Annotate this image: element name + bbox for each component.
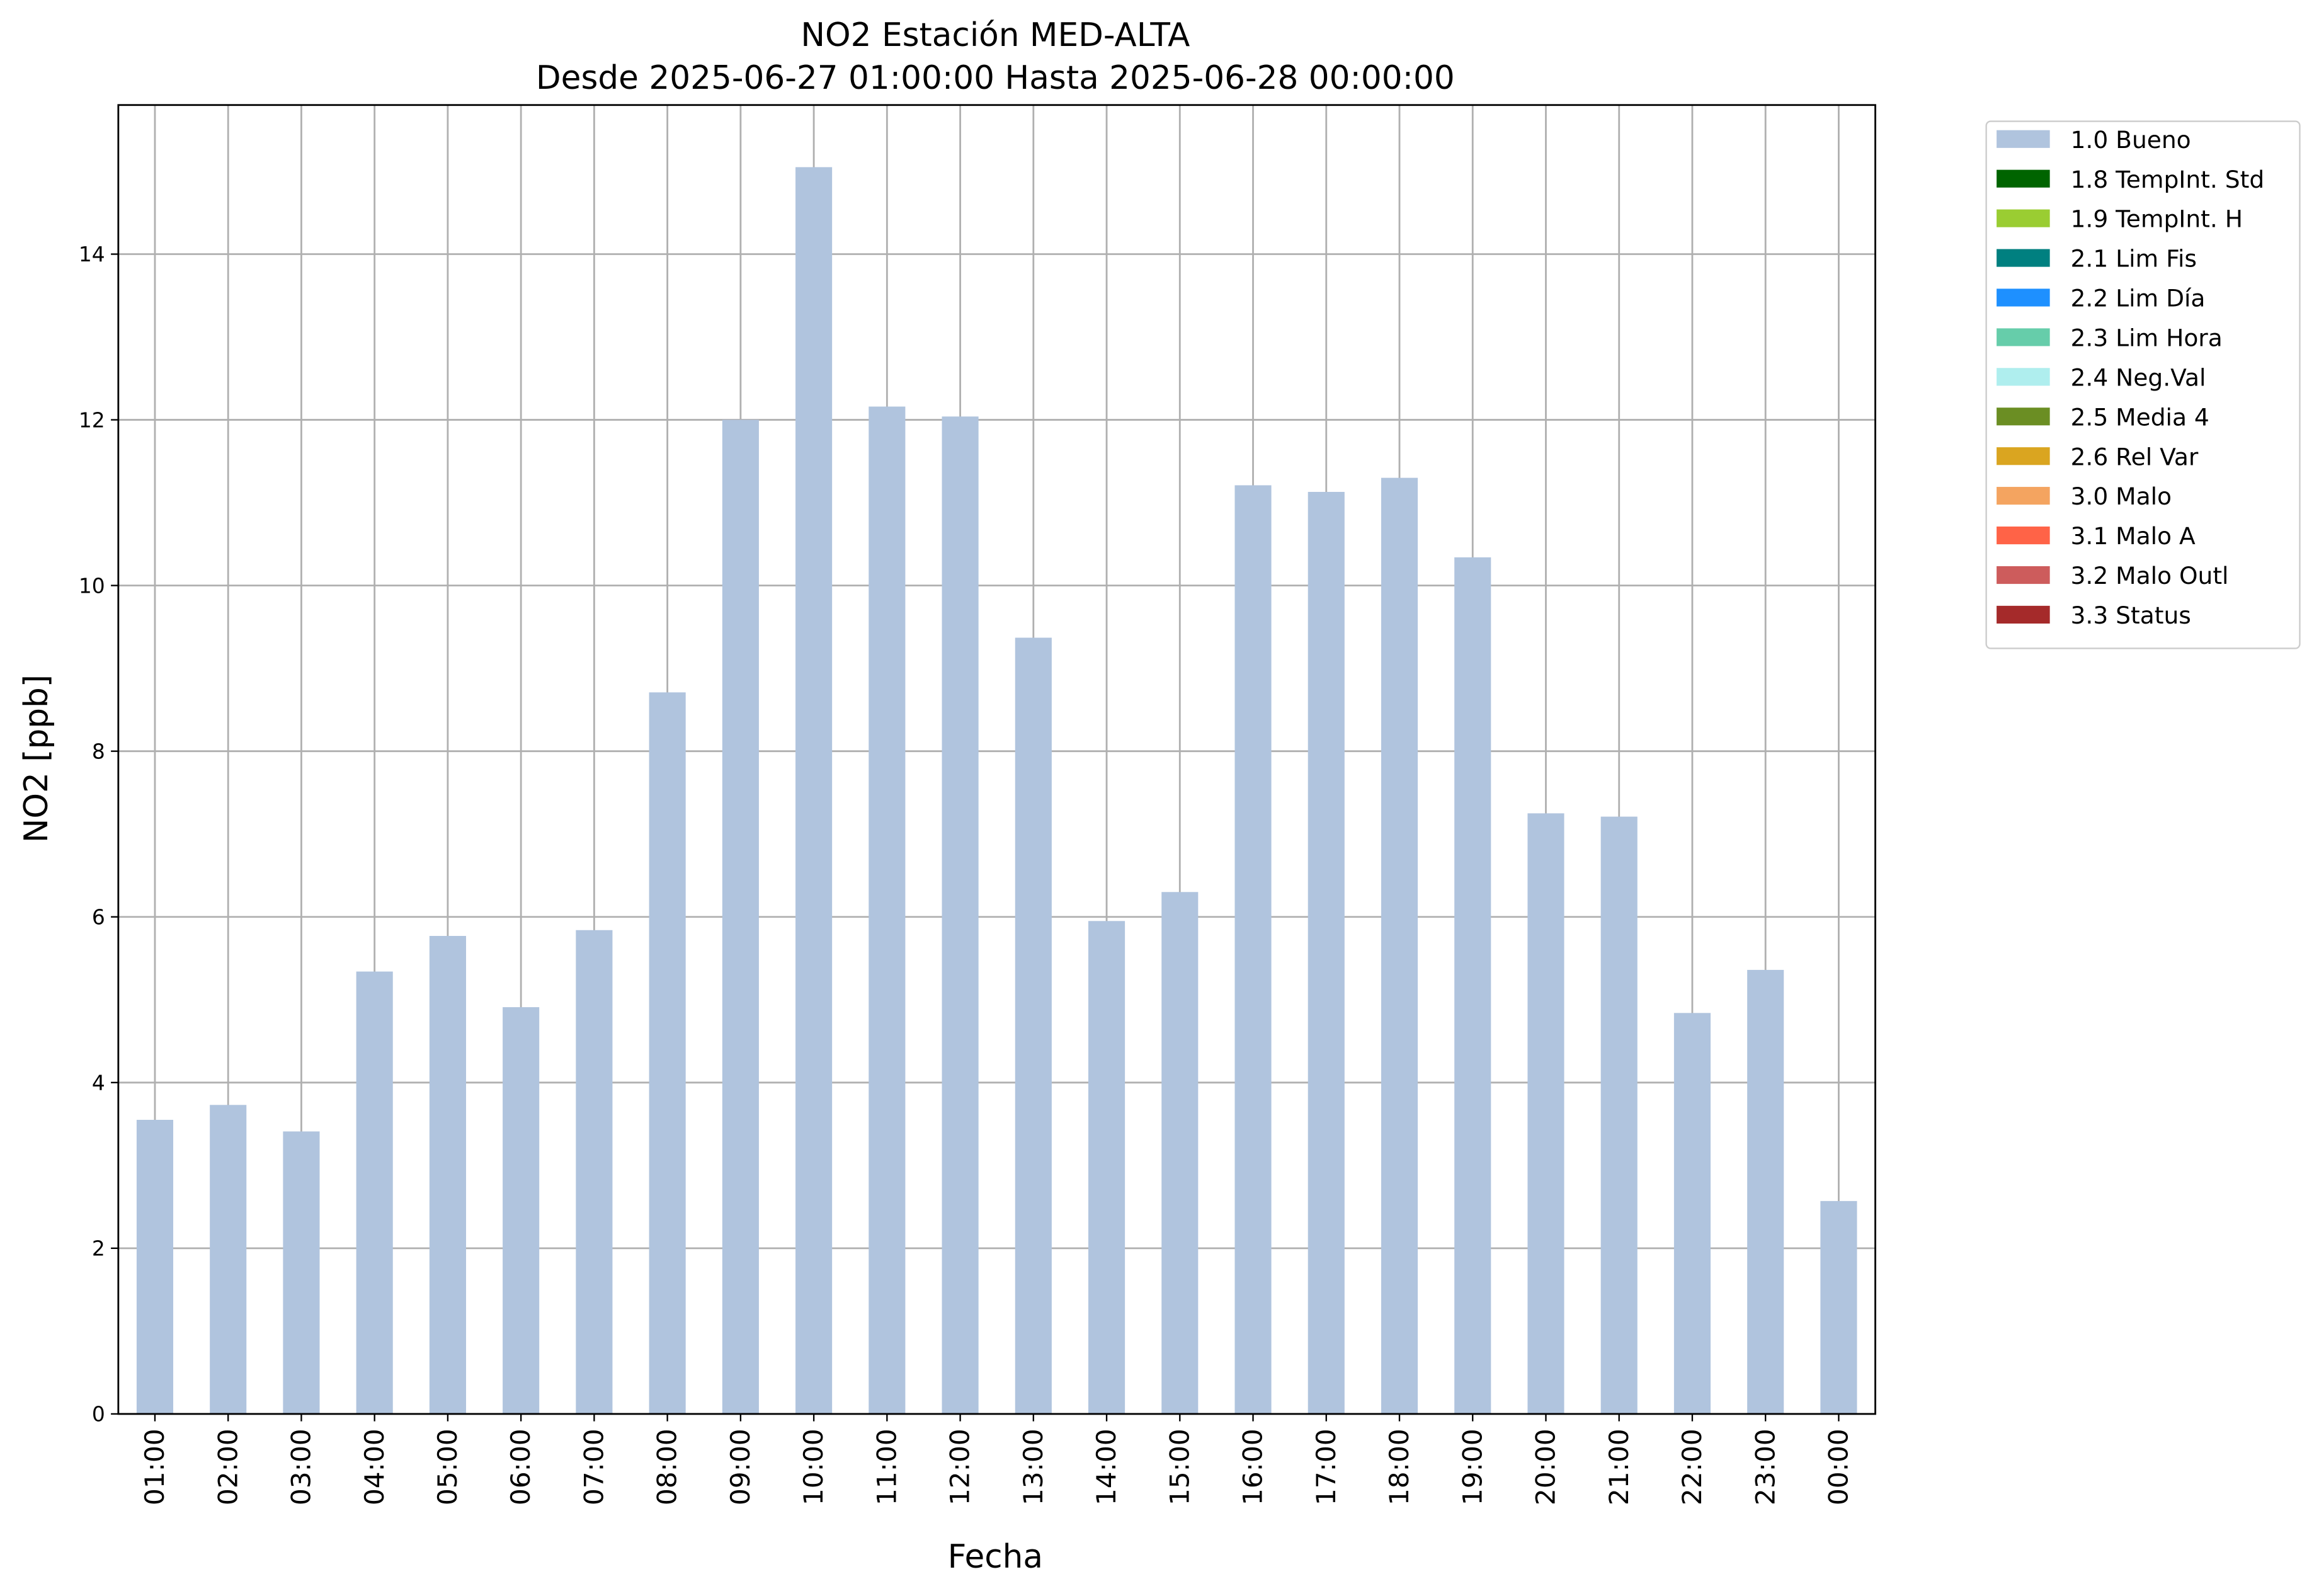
legend-swatch [1997, 526, 2050, 545]
legend-swatch [1997, 368, 2050, 386]
legend-label: 1.9 TempInt. H [2071, 205, 2243, 233]
legend-label: 2.2 Lim Día [2071, 285, 2206, 312]
legend-swatch [1997, 566, 2050, 584]
legend-swatch [1997, 288, 2050, 307]
x-tick-label: 15:00 [1164, 1428, 1195, 1505]
legend-label: 3.2 Malo Outl [2071, 562, 2229, 590]
bar [1161, 892, 1199, 1414]
legend-label: 2.1 Lim Fis [2071, 245, 2197, 273]
legend-swatch [1997, 169, 2050, 188]
bar [1747, 969, 1784, 1414]
bar [356, 971, 393, 1414]
bar [795, 167, 833, 1414]
bar [942, 416, 979, 1414]
x-tick-label: 13:00 [1018, 1428, 1049, 1505]
bar [1015, 637, 1052, 1414]
y-axis-label: NO2 [ppb] [18, 675, 55, 843]
legend-swatch [1997, 249, 2050, 267]
bar [1234, 485, 1272, 1414]
x-tick-label: 14:00 [1091, 1428, 1122, 1505]
legend-label: 3.1 Malo A [2071, 522, 2196, 550]
legend-swatch [1997, 130, 2050, 148]
y-tick-label: 0 [92, 1402, 105, 1427]
legend-label: 2.5 Media 4 [2071, 403, 2209, 431]
legend-box [1985, 120, 2301, 649]
legend-label: 2.3 Lim Hora [2071, 324, 2223, 352]
bar [1308, 491, 1345, 1414]
bar [283, 1131, 320, 1414]
bar [1600, 816, 1638, 1414]
x-tick-label: 00:00 [1823, 1428, 1854, 1505]
bar [503, 1007, 540, 1414]
x-tick-label: 05:00 [432, 1428, 463, 1505]
x-tick-label: 02:00 [212, 1428, 243, 1505]
x-tick-label: 21:00 [1604, 1428, 1634, 1505]
y-tick-label: 14 [79, 242, 105, 266]
x-axis-label: Fecha [948, 1538, 1043, 1576]
bar [136, 1119, 174, 1414]
bar [210, 1105, 247, 1414]
x-tick-label: 06:00 [505, 1428, 536, 1505]
legend-swatch [1997, 408, 2050, 426]
bar [1381, 477, 1418, 1414]
bar [1673, 1013, 1711, 1414]
bar [1454, 557, 1491, 1414]
bar [1527, 813, 1564, 1414]
legend-swatch [1997, 605, 2050, 624]
bar [576, 930, 613, 1414]
plot-frame [117, 104, 1876, 1415]
legend-label: 3.3 Status [2071, 601, 2191, 629]
bar [1088, 921, 1125, 1414]
bar [722, 419, 759, 1414]
y-tick-label: 10 [79, 573, 105, 598]
x-tick-label: 03:00 [286, 1428, 317, 1505]
bar [429, 935, 466, 1414]
x-tick-label: 09:00 [725, 1428, 756, 1505]
legend-label: 3.0 Malo [2071, 482, 2172, 510]
chart-subtitle: Desde 2025-06-27 01:00:00 Hasta 2025-06-… [536, 59, 1455, 97]
x-tick-label: 19:00 [1457, 1428, 1488, 1505]
legend-label: 1.0 Bueno [2071, 126, 2191, 154]
x-tick-label: 01:00 [139, 1428, 170, 1505]
bar [869, 406, 906, 1414]
bar [649, 692, 686, 1414]
legend-swatch [1997, 328, 2050, 346]
x-tick-label: 08:00 [652, 1428, 683, 1505]
legend-swatch [1997, 447, 2050, 465]
y-tick-label: 6 [92, 904, 105, 929]
y-tick-label: 12 [79, 408, 105, 432]
legend-swatch [1997, 487, 2050, 505]
x-tick-label: 22:00 [1677, 1428, 1707, 1505]
legend-label: 2.4 Neg.Val [2071, 363, 2206, 391]
x-tick-label: 10:00 [798, 1428, 829, 1505]
x-tick-label: 16:00 [1238, 1428, 1268, 1505]
x-tick-label: 12:00 [945, 1428, 976, 1505]
chart-title: NO2 Estación MED-ALTA [801, 16, 1190, 54]
x-tick-label: 17:00 [1311, 1428, 1342, 1505]
y-tick-label: 4 [92, 1071, 105, 1095]
x-tick-label: 18:00 [1384, 1428, 1415, 1505]
legend-label: 1.8 TempInt. Std [2071, 166, 2265, 193]
bar [1820, 1200, 1857, 1414]
legend-label: 2.6 Rel Var [2071, 443, 2199, 470]
x-tick-label: 07:00 [578, 1428, 609, 1505]
y-tick-label: 2 [92, 1236, 105, 1261]
x-tick-label: 20:00 [1530, 1428, 1561, 1505]
legend-swatch [1997, 209, 2050, 227]
x-tick-label: 04:00 [359, 1428, 390, 1505]
x-tick-label: 23:00 [1750, 1428, 1781, 1505]
x-tick-label: 11:00 [871, 1428, 902, 1505]
y-tick-label: 8 [92, 739, 105, 763]
